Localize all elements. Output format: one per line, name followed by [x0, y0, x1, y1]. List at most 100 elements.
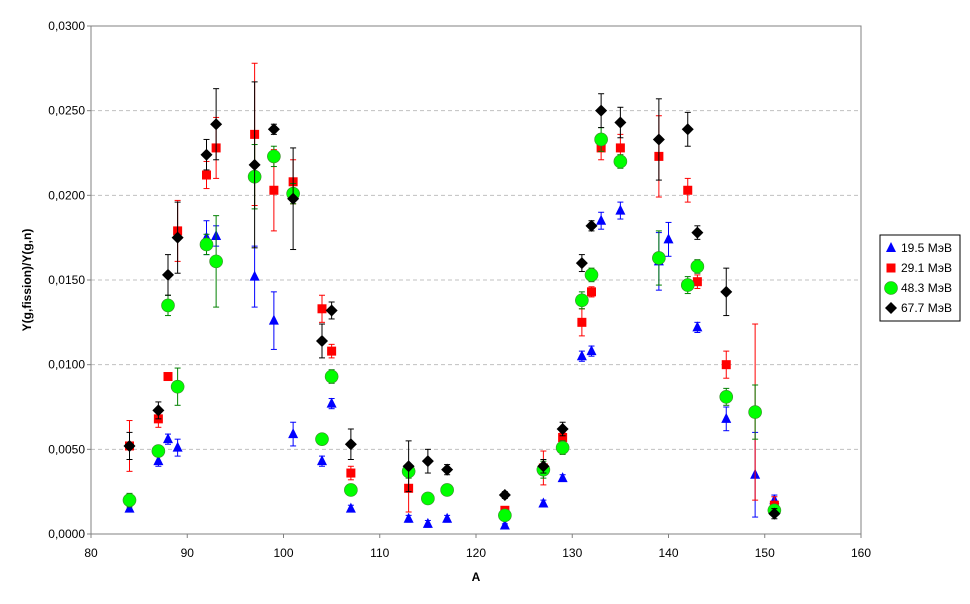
y-tick-label: 0,0300 [48, 19, 85, 33]
data-point [346, 468, 356, 478]
data-point [327, 346, 337, 356]
data-point [163, 433, 173, 444]
data-point [199, 237, 214, 252]
data-point [288, 428, 299, 439]
data-point [692, 321, 703, 332]
data-point [719, 390, 734, 404]
data-point [315, 432, 329, 446]
data-point [403, 512, 414, 523]
legend-label: 19.5 МэВ [901, 241, 952, 255]
legend-item: 48.3 МэВ [884, 281, 952, 295]
data-point [587, 287, 596, 297]
data-point [422, 517, 433, 528]
data-point [209, 254, 223, 269]
data-point [317, 455, 327, 466]
data-point [268, 314, 279, 325]
data-point [498, 489, 511, 502]
data-point [720, 285, 733, 298]
data-point [558, 432, 568, 442]
x-tick-label: 90 [181, 546, 195, 560]
legend-marker [885, 302, 897, 314]
data-point [576, 350, 587, 361]
data-point [421, 455, 434, 468]
data-point [584, 268, 599, 282]
data-point [538, 497, 549, 508]
data-point [595, 104, 608, 117]
legend-label: 29.1 МэВ [901, 261, 952, 275]
grid-lines [91, 110, 861, 450]
data-point [575, 293, 589, 308]
series-diamond [123, 81, 781, 520]
legend-item: 19.5 МэВ [886, 241, 952, 255]
data-point [575, 257, 588, 270]
data-point [170, 379, 185, 394]
data-point [161, 298, 175, 313]
legend-marker [886, 242, 896, 252]
data-point [680, 278, 695, 292]
x-tick-label: 160 [851, 546, 871, 560]
data-point [325, 304, 338, 317]
data-point [210, 118, 223, 131]
data-point [586, 345, 597, 356]
data-point [151, 444, 166, 458]
y-tick-label: 0,0250 [48, 104, 85, 118]
data-point [153, 455, 164, 466]
y-axis-ticks: 0,0000 0,0050 0,0100 0,0150 0,0200 0,0250 0,03… [48, 19, 91, 541]
data-point [269, 185, 279, 195]
data-point [326, 397, 337, 408]
data-point [681, 123, 694, 136]
data-point [171, 231, 184, 244]
data-point [317, 304, 327, 314]
y-axis-title: Y(g,fission)/Y(g,n) [20, 229, 34, 332]
data-point [316, 334, 328, 347]
data-point [721, 412, 732, 423]
data-point [615, 204, 626, 215]
series-triangle [124, 201, 780, 530]
data-point [267, 123, 280, 136]
data-point [748, 405, 762, 419]
data-point [123, 439, 136, 452]
data-point [594, 132, 608, 147]
y-tick-label: 0,0100 [48, 358, 85, 372]
data-point [652, 133, 665, 146]
legend-marker [886, 263, 896, 273]
data-point [498, 508, 512, 523]
data-point [124, 502, 135, 513]
data-point [344, 438, 357, 451]
data-point [249, 270, 260, 281]
data-point [440, 483, 454, 497]
legend-marker [884, 281, 898, 295]
data-point [122, 493, 137, 507]
legend: 19.5 МэВ 29.1 МэВ 48.3 МэВ 67.7 МэВ [879, 234, 961, 322]
y-tick-label: 0,0150 [48, 273, 85, 287]
data-point [692, 277, 702, 287]
data-point [557, 472, 568, 483]
data-point [683, 185, 693, 195]
data-point [499, 519, 510, 530]
x-tick-label: 140 [658, 546, 678, 560]
data-point [652, 251, 666, 265]
data-point [537, 460, 550, 473]
x-tick-label: 120 [466, 546, 486, 560]
data-point [442, 512, 453, 523]
legend-label: 67.7 МэВ [901, 301, 952, 315]
data-point [614, 116, 627, 129]
data-point [202, 170, 211, 180]
data-series [122, 62, 782, 530]
data-point [441, 463, 454, 476]
data-point [402, 460, 415, 473]
x-tick-label: 80 [84, 546, 98, 560]
data-point [324, 369, 339, 384]
data-point [691, 226, 704, 239]
legend-label: 48.3 МэВ [901, 281, 952, 295]
data-point [421, 491, 435, 506]
x-axis-title: A [472, 570, 481, 584]
data-point [344, 483, 358, 497]
data-point [172, 441, 183, 452]
y-tick-label: 0,0050 [48, 442, 85, 456]
x-tick-label: 110 [370, 546, 389, 560]
data-point [345, 502, 356, 513]
x-tick-label: 100 [273, 546, 293, 560]
data-point [556, 423, 569, 436]
